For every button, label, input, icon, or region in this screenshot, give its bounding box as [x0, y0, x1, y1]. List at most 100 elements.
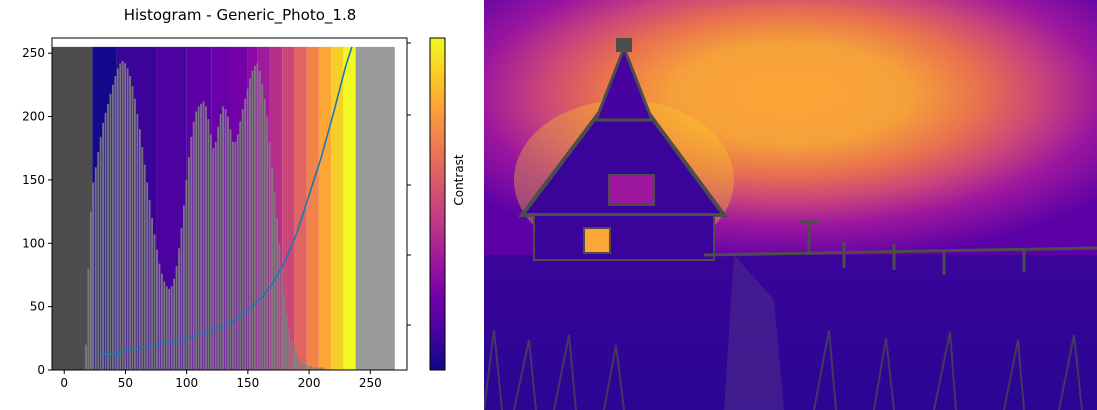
- histogram-bar: [109, 93, 112, 370]
- histogram-bar: [315, 367, 318, 370]
- histogram-bar: [151, 217, 154, 370]
- histogram-bar: [163, 281, 166, 370]
- histogram-bar: [300, 361, 303, 370]
- histogram-bar: [170, 286, 173, 370]
- histogram-bar: [244, 98, 247, 370]
- background-band: [331, 46, 344, 370]
- histogram-bar: [217, 126, 220, 370]
- histogram-bar: [302, 363, 305, 370]
- histogram-bar: [258, 70, 261, 370]
- histogram-bar: [134, 98, 136, 370]
- church-wall: [533, 214, 715, 261]
- histogram-bar: [249, 78, 251, 370]
- histogram-bar: [234, 141, 237, 370]
- histogram-bar: [205, 106, 207, 370]
- colorbar: [429, 37, 446, 371]
- histogram-bar: [271, 167, 273, 370]
- histogram-bar: [121, 60, 124, 370]
- histogram-bar: [180, 228, 183, 370]
- histogram-bar: [197, 106, 200, 370]
- histogram-bar: [129, 76, 131, 371]
- background-band: [355, 46, 395, 370]
- histogram-bar: [261, 83, 264, 371]
- histogram-bar: [92, 182, 95, 370]
- histogram-bar: [126, 68, 129, 370]
- histogram-bar: [94, 167, 97, 370]
- histogram-bar: [185, 179, 188, 370]
- y-tick-label: 0: [37, 363, 45, 377]
- histogram-bar: [187, 157, 190, 370]
- histogram-bar: [178, 248, 180, 370]
- histogram-bar: [293, 347, 296, 370]
- histogram-bar: [136, 114, 139, 370]
- histogram-bar: [322, 367, 325, 370]
- histogram-bar: [116, 68, 119, 370]
- background-band: [306, 46, 319, 370]
- y-tick-label: 100: [22, 236, 45, 250]
- histogram-bar: [295, 353, 298, 370]
- colorbar-label: Contrast: [452, 154, 466, 206]
- background-band: [52, 46, 93, 370]
- histogram-bar: [173, 278, 176, 370]
- y-tick-label: 250: [22, 46, 45, 60]
- histogram-bar: [99, 136, 102, 370]
- histogram-bar: [310, 366, 313, 370]
- y-tick-label: 50: [30, 300, 45, 314]
- ground: [484, 255, 1097, 410]
- histogram-bar: [290, 339, 293, 370]
- y-tick-label: 150: [22, 173, 45, 187]
- histogram-bar: [175, 266, 178, 370]
- histogram-bar: [200, 103, 202, 370]
- histogram-bar: [256, 63, 259, 371]
- church-cupola: [616, 38, 632, 52]
- x-tick-label: 50: [118, 376, 133, 390]
- histogram-bar: [253, 65, 256, 370]
- histogram-bar: [268, 141, 271, 370]
- church-door: [583, 227, 611, 254]
- histogram-bar: [278, 243, 281, 370]
- histogram-bar: [97, 152, 100, 370]
- histogram-bar: [146, 182, 149, 370]
- church-window: [608, 174, 655, 206]
- histogram-bar: [263, 98, 266, 370]
- histogram-bar: [195, 111, 198, 370]
- histogram-bar: [131, 86, 134, 370]
- histogram-bar: [138, 129, 141, 370]
- histogram-bar: [214, 141, 217, 370]
- histogram-bar: [192, 121, 195, 370]
- chart-title: Histogram - Generic_Photo_1.8: [123, 6, 357, 24]
- histogram-bar: [298, 358, 300, 370]
- histogram-bar: [241, 108, 244, 371]
- histogram-bar: [114, 76, 117, 371]
- histogram-bar: [156, 249, 158, 370]
- histogram-bar: [280, 268, 283, 370]
- path: [724, 255, 784, 410]
- histogram-bar: [288, 329, 291, 370]
- plot-frame: [51, 37, 408, 371]
- histogram-bar: [285, 314, 288, 370]
- histogram-bar: [312, 367, 315, 370]
- histogram-bar: [266, 116, 269, 371]
- histogram-bar: [224, 108, 227, 371]
- grass: [484, 329, 1083, 410]
- histogram-bar: [222, 106, 225, 370]
- histogram-chart: 0 50 100 150 200 250 0 50 100 150 200 250 Contrast: [22, 37, 466, 390]
- histogram-bar: [153, 234, 156, 370]
- histogram-bar: [202, 101, 205, 371]
- histogram-bar: [89, 211, 92, 370]
- histogram-bar: [182, 205, 185, 370]
- histogram-bar: [219, 114, 222, 370]
- background-band: [343, 46, 356, 370]
- histogram-bar: [307, 366, 310, 370]
- histogram-bar: [251, 70, 254, 370]
- histogram-bar: [236, 134, 239, 370]
- histogram-bar: [283, 293, 286, 370]
- histogram-bar: [165, 286, 168, 370]
- x-tick-label: 200: [298, 376, 321, 390]
- histogram-bar: [227, 116, 229, 371]
- x-tick-label: 0: [60, 376, 68, 390]
- histogram-bar: [231, 141, 234, 370]
- contrast-photo: [484, 0, 1097, 410]
- histogram-bar: [87, 268, 90, 370]
